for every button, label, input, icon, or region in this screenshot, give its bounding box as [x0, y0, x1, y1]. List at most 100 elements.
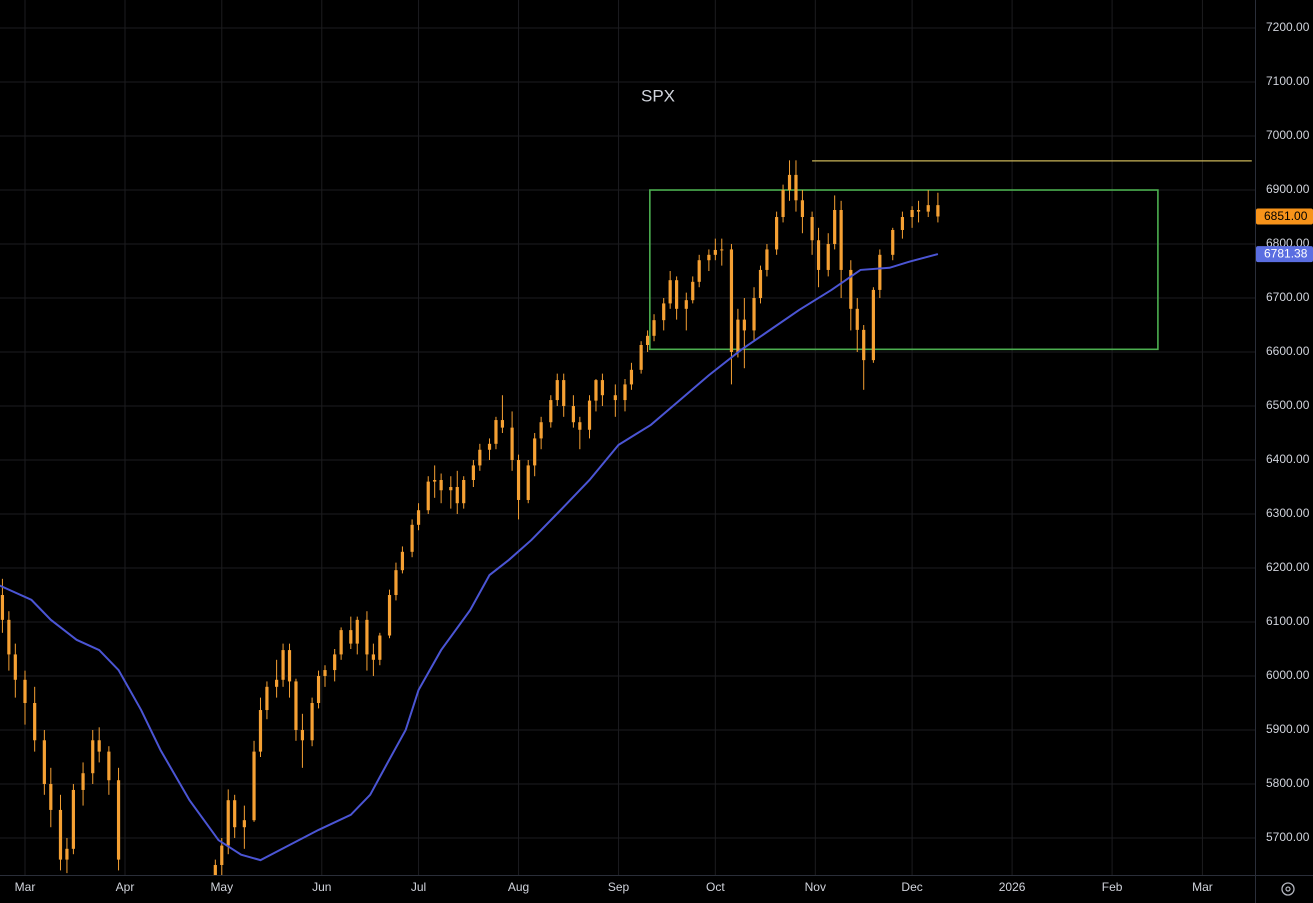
candle-body — [562, 380, 566, 407]
candle-body — [13, 654, 17, 680]
candle-body — [516, 460, 521, 500]
y-tick-label: 5800.00 — [1266, 776, 1310, 790]
candle-body — [265, 686, 269, 711]
candle-body — [349, 630, 353, 644]
candle-body — [426, 481, 430, 511]
candle-body — [662, 303, 666, 321]
candle-body — [355, 619, 359, 644]
axes: 5700.00 5800.00 5900.00 6000.00 6100.00 6200.… — [15, 20, 1313, 894]
candle-body — [500, 420, 505, 428]
candle-body — [794, 174, 798, 201]
candle-body — [849, 269, 853, 309]
candle-body — [891, 229, 895, 255]
candle-body — [916, 210, 921, 212]
range-box — [649, 189, 1159, 351]
x-tick-label: Oct — [706, 880, 725, 894]
candle-body — [0, 595, 5, 620]
x-tick-label: Apr — [116, 880, 135, 894]
candle-body — [839, 210, 843, 270]
candle-body — [729, 249, 734, 353]
candle-body — [645, 335, 650, 345]
candle-body — [652, 320, 656, 336]
candle-body — [494, 420, 498, 444]
candle-body — [810, 217, 814, 241]
candle-body — [900, 217, 905, 230]
candle-body — [23, 679, 27, 704]
chart-title: SPX — [641, 86, 675, 105]
x-tick-label: Aug — [508, 880, 529, 894]
candle-body — [826, 244, 830, 270]
y-tick-label: 6700.00 — [1266, 290, 1310, 304]
candle-body — [871, 289, 875, 361]
candle-body — [587, 400, 592, 430]
candle-body — [878, 254, 882, 290]
candle-body — [910, 210, 914, 218]
x-tick-label: Mar — [15, 880, 36, 894]
candle-body — [675, 280, 679, 309]
candle-body — [378, 635, 382, 660]
x-tick-label: Jun — [312, 880, 331, 894]
candle-body — [478, 449, 482, 466]
candle-body — [42, 740, 46, 785]
candle-body — [629, 369, 634, 385]
candle-body — [775, 217, 779, 250]
candle-body — [300, 730, 305, 741]
candle-body — [594, 380, 598, 401]
candle-body — [639, 344, 643, 370]
candle-body — [7, 619, 11, 655]
price-tag-label: 6851.00 — [1264, 209, 1308, 223]
candle-body — [287, 650, 292, 682]
candle-body — [323, 670, 327, 677]
candle-body — [91, 740, 95, 774]
x-tick-label: Feb — [1102, 880, 1123, 894]
x-tick-label: Dec — [901, 880, 922, 894]
candle-body — [578, 422, 582, 430]
price-tag — [1256, 208, 1313, 225]
y-tick-label: 6500.00 — [1266, 398, 1310, 412]
y-tick-label: 7100.00 — [1266, 74, 1310, 88]
candle-body — [226, 800, 230, 846]
candle-body — [97, 740, 101, 752]
candle-body — [668, 280, 672, 304]
candle-body — [787, 174, 792, 191]
settings-icon-center[interactable] — [1285, 886, 1291, 892]
candle-body — [252, 751, 256, 821]
candle-body — [433, 479, 437, 482]
candle-body — [439, 479, 443, 491]
candle-body — [107, 751, 111, 781]
candle-body — [58, 809, 63, 860]
grid — [0, 0, 1255, 875]
candle-body — [242, 820, 246, 828]
x-tick-label: May — [210, 880, 233, 894]
y-tick-label: 6400.00 — [1266, 452, 1310, 466]
candle-body — [394, 570, 398, 596]
candle-body — [371, 654, 375, 660]
x-tick-label: Sep — [608, 880, 630, 894]
candle-body — [275, 679, 279, 687]
candle-body — [765, 249, 769, 270]
candle-body — [49, 784, 53, 810]
x-tick-label: Nov — [805, 880, 826, 894]
settings-button[interactable] — [1281, 882, 1295, 896]
moving-average-line — [0, 253, 939, 862]
candle-body — [549, 400, 553, 423]
candle-body — [449, 487, 453, 491]
candle-body — [310, 703, 314, 741]
candle-body — [416, 510, 421, 525]
candle-body — [294, 681, 298, 731]
candle-body — [855, 308, 859, 330]
candle-body — [555, 380, 559, 401]
candle-body — [539, 422, 543, 439]
candle-body — [926, 205, 930, 212]
candle-body — [281, 650, 285, 680]
y-tick-label: 6600.00 — [1266, 344, 1310, 358]
settings-icon[interactable] — [1281, 882, 1295, 896]
candle-body — [220, 845, 224, 866]
y-tick-label: 7200.00 — [1266, 20, 1310, 34]
candle-body — [462, 479, 466, 504]
candle-body — [258, 710, 263, 752]
candle-body — [526, 465, 530, 500]
candle-body — [862, 329, 866, 361]
